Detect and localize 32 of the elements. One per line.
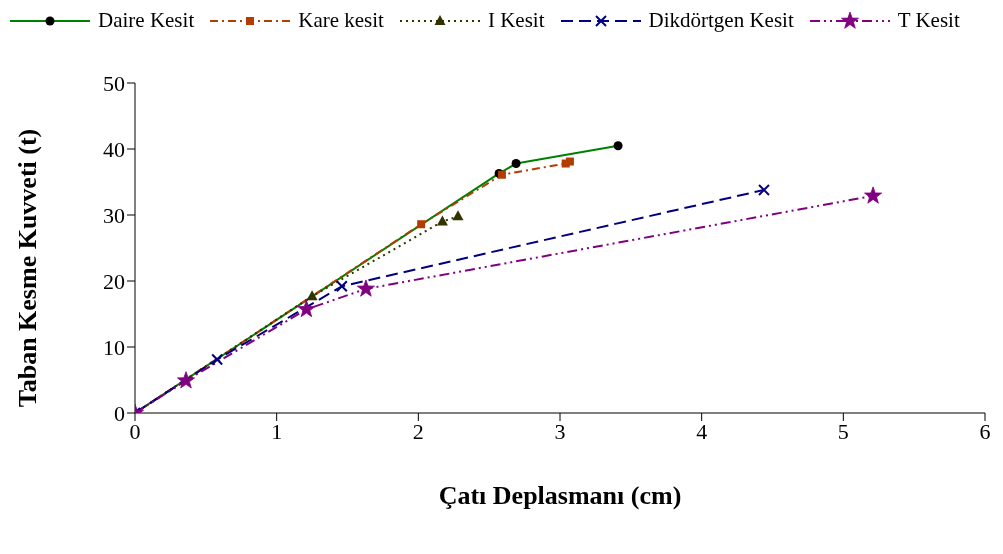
y-tick-label: 10 bbox=[103, 334, 125, 360]
point bbox=[211, 353, 224, 366]
legend-label: I Kesit bbox=[487, 8, 545, 33]
point bbox=[864, 186, 883, 204]
y-tick-label: 50 bbox=[103, 70, 125, 96]
legend-label: T Kesit bbox=[897, 8, 960, 33]
y-tick-label: 40 bbox=[103, 136, 125, 162]
point bbox=[565, 157, 574, 166]
x-tick-label: 5 bbox=[837, 418, 849, 444]
point bbox=[758, 183, 770, 196]
x-tick-label: 1 bbox=[271, 418, 283, 444]
point bbox=[452, 210, 464, 221]
legend-label: Dikdörtgen Kesit bbox=[648, 8, 794, 33]
x-axis-title: Çatı Deplasmanı (cm) bbox=[437, 481, 683, 511]
point bbox=[417, 220, 426, 229]
y-tick-label: 30 bbox=[103, 202, 125, 228]
point bbox=[297, 299, 316, 318]
y-tick-label: 20 bbox=[103, 268, 125, 294]
x-tick-label: 0 bbox=[129, 418, 141, 444]
x-tick-label: 3 bbox=[554, 418, 566, 444]
point bbox=[335, 280, 348, 293]
y-axis-title: Taban Kesme Kuvveti (t) bbox=[13, 128, 43, 408]
legend-label: Kare kesit bbox=[298, 8, 384, 33]
x-tick-label: 6 bbox=[979, 418, 991, 444]
point bbox=[177, 371, 195, 389]
x-tick-label: 2 bbox=[412, 418, 424, 444]
point bbox=[436, 215, 448, 226]
x-tick-label: 4 bbox=[696, 418, 708, 444]
legend-label: Daire Kesit bbox=[98, 8, 195, 33]
y-tick-label: 0 bbox=[114, 400, 125, 426]
point bbox=[306, 290, 318, 301]
point bbox=[356, 279, 375, 297]
